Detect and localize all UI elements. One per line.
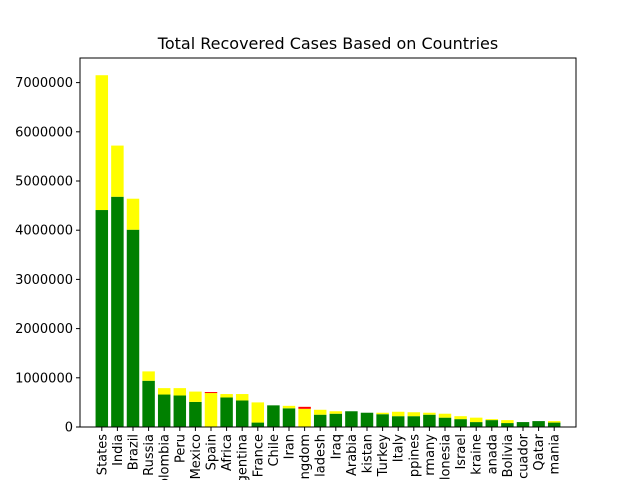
y-tick-label-7: 7000000 (15, 76, 73, 91)
x-tick-label-26: Bolivia (501, 434, 516, 477)
bar-yellow-29 (547, 421, 561, 423)
y-tick-label-4: 4000000 (15, 224, 73, 239)
bar-green-11 (267, 405, 280, 427)
bar-yellow-14 (313, 409, 327, 415)
bar-yellow-24 (469, 417, 483, 423)
x-tick-label-29: mania (548, 434, 563, 474)
x-tick-label-6: Mexico (189, 434, 204, 479)
bar-yellow-26 (501, 420, 514, 424)
x-tick-label-10: France (251, 434, 266, 477)
x-tick-label-11: Chile (267, 434, 282, 467)
x-tick-label-28: Qatar (532, 433, 547, 470)
bar-green-9 (235, 400, 249, 427)
bar-green-25 (485, 420, 499, 427)
bar-yellow-5 (173, 388, 187, 396)
bar-yellow-18 (376, 412, 389, 415)
bar-green-12 (282, 408, 296, 427)
bar-green-22 (438, 417, 452, 427)
bar-yellow-2 (126, 198, 140, 230)
bar-yellow-9 (235, 394, 249, 401)
bar-yellow-10 (251, 402, 265, 423)
bar-green-3 (142, 380, 155, 427)
bar-green-16 (345, 411, 358, 427)
x-tick-label-5: Peru (173, 434, 188, 463)
bar-yellow-12 (282, 405, 296, 409)
bar-yellow-6 (189, 391, 202, 402)
y-tick-label-5: 5000000 (15, 175, 73, 190)
x-tick-label-18: Turkey (376, 434, 391, 478)
x-tick-label-20: ppines (407, 434, 422, 477)
bar-green-8 (220, 397, 233, 427)
x-tick-label-25: anada (485, 434, 500, 474)
bar-green-4 (157, 394, 171, 427)
bar-green-28 (532, 421, 545, 427)
y-tick-label-1: 1000000 (15, 371, 73, 386)
bar-green-29 (547, 422, 561, 427)
x-tick-label-27: cuador (517, 433, 532, 479)
bar-red-13 (298, 406, 311, 409)
bar-red-7 (204, 392, 218, 394)
bar-yellow-13 (298, 408, 311, 427)
bar-yellow-22 (438, 413, 452, 418)
bar-yellow-19 (391, 411, 405, 417)
bar-green-27 (516, 422, 530, 427)
bar-yellow-25 (485, 419, 499, 421)
bar-yellow-15 (329, 411, 343, 414)
bar-green-19 (391, 416, 405, 427)
bar-green-26 (501, 423, 514, 427)
x-tick-label-9: rgentina (236, 434, 251, 480)
bar-green-1 (111, 196, 124, 427)
x-tick-label-17: kistan (361, 434, 376, 473)
axes-layer: 0 1000000 2000000 3000000 4000000 5000000 6000… (15, 76, 563, 480)
bar-yellow-8 (220, 394, 233, 398)
bar-green-24 (469, 422, 483, 427)
bar-green-5 (173, 395, 187, 427)
x-tick-label-14: ladesh (314, 434, 329, 477)
bar-yellow-23 (454, 416, 467, 420)
bar-yellow-0 (95, 75, 109, 211)
x-tick-label-7: Spain (205, 434, 220, 470)
x-tick-label-3: Russia (142, 434, 157, 476)
bar-green-15 (329, 413, 343, 427)
bar-green-10 (251, 422, 265, 427)
bar-green-0 (95, 210, 109, 427)
bar-green-20 (407, 416, 421, 427)
bar-green-21 (423, 414, 436, 427)
y-tick-label-0: 0 (65, 421, 73, 436)
x-tick-label-24: kraine (470, 434, 485, 475)
bar-green-17 (360, 412, 374, 427)
x-tick-label-8: Africa (220, 434, 235, 471)
bar-yellow-1 (111, 145, 124, 197)
x-tick-label-1: India (111, 434, 126, 466)
bar-green-14 (313, 414, 327, 427)
x-tick-label-23: Israel (454, 434, 469, 470)
bar-yellow-4 (157, 388, 171, 395)
bar-green-23 (454, 419, 467, 427)
x-tick-label-0: States (95, 434, 110, 475)
y-tick-label-3: 3000000 (15, 273, 73, 288)
bar-yellow-7 (204, 393, 218, 427)
bar-yellow-3 (142, 371, 155, 381)
x-tick-label-16: Arabia (345, 434, 360, 476)
bar-green-2 (126, 229, 140, 427)
x-tick-label-4: olombia (158, 434, 173, 480)
bar-green-18 (376, 414, 389, 427)
x-tick-label-19: Italy (392, 434, 407, 463)
x-tick-label-12: Iran (283, 434, 298, 459)
y-tick-label-2: 2000000 (15, 322, 73, 337)
bar-green-6 (189, 401, 202, 427)
x-tick-label-15: Iraq (329, 434, 344, 459)
bar-yellow-20 (407, 412, 421, 417)
x-tick-label-13: ngdom (298, 434, 313, 479)
chart-title: Total Recovered Cases Based on Countries (157, 34, 498, 53)
bar-yellow-21 (423, 412, 436, 415)
bars-layer (95, 75, 561, 427)
y-tick-label-6: 6000000 (15, 125, 73, 140)
plot-frame (79, 57, 577, 428)
x-tick-label-21: rmany (423, 434, 438, 476)
x-tick-label-22: lonesia (439, 434, 454, 480)
x-tick-label-2: Brazil (127, 434, 142, 470)
